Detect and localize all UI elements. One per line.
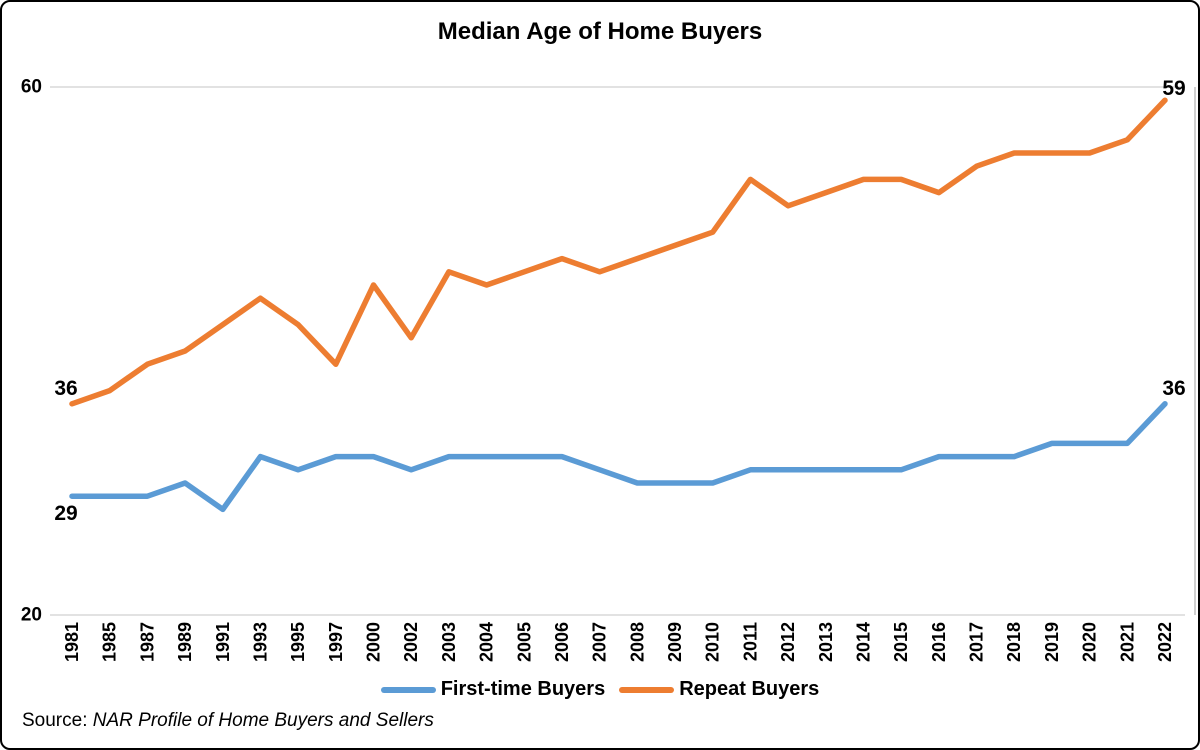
x-tick-label-2006: 2006 [552, 622, 572, 662]
x-tick-label-2004: 2004 [477, 622, 497, 662]
x-tick-label-2014: 2014 [853, 622, 873, 662]
x-tick-label-1997: 1997 [326, 622, 346, 662]
source-prefix: Source: [22, 710, 93, 731]
x-tick-label-2000: 2000 [364, 622, 384, 662]
source-text: NAR Profile of Home Buyers and Sellers [92, 710, 434, 731]
legend-label-repeat: Repeat Buyers [679, 678, 820, 700]
legend-item-repeat-buyers: Repeat Buyers [619, 678, 819, 701]
legend-swatch-repeat [619, 686, 675, 693]
x-tick-label-2008: 2008 [627, 622, 647, 662]
x-tick-label-2021: 2021 [1117, 622, 1137, 662]
x-tick-label-1987: 1987 [137, 622, 157, 662]
data-label-repeat-buyers-2022: 59 [1162, 77, 1185, 100]
x-tick-label-1981: 1981 [62, 622, 82, 662]
x-tick-label-2010: 2010 [703, 622, 723, 662]
legend-label-first-time: First-time Buyers [440, 678, 606, 700]
legend-swatch-first-time [380, 686, 436, 693]
data-label-first-time-buyers-2022: 36 [1162, 377, 1185, 400]
line-chart: 60 20 1981 1985 1987 1989 1991 1993 1995 1997 2000… [21, 77, 1196, 662]
x-tick-label-2017: 2017 [967, 622, 987, 662]
y-tick-label-20: 20 [21, 605, 42, 626]
data-label-first-time-buyers-1981: 29 [54, 502, 77, 525]
x-tick-label-2022: 2022 [1155, 622, 1175, 662]
x-tick-label-2020: 2020 [1080, 622, 1100, 662]
x-tick-label-2007: 2007 [590, 622, 610, 662]
x-tick-label-1985: 1985 [100, 622, 120, 662]
x-tick-label-2019: 2019 [1042, 622, 1062, 662]
x-tick-label-2009: 2009 [665, 622, 685, 662]
chart-legend: First-time Buyers Repeat Buyers [2, 678, 1198, 701]
x-tick-label-2012: 2012 [778, 622, 798, 662]
series-line-first-time-buyers [69, 401, 1168, 513]
chart-title: Median Age of Home Buyers [437, 18, 763, 45]
x-tick-label-1993: 1993 [250, 622, 270, 662]
x-tick-label-1995: 1995 [288, 622, 308, 662]
x-tick-label-1989: 1989 [175, 622, 195, 662]
source-citation: Source: NAR Profile of Home Buyers and S… [22, 710, 434, 732]
data-label-repeat-buyers-1981: 36 [54, 377, 77, 400]
x-tick-label-2002: 2002 [401, 622, 421, 662]
x-tick-label-2003: 2003 [439, 622, 459, 662]
x-tick-label-2011: 2011 [740, 622, 760, 661]
legend-item-first-time-buyers: First-time Buyers [380, 678, 606, 701]
y-tick-label-60: 60 [21, 77, 42, 98]
series-line-repeat-buyers [69, 97, 1168, 407]
x-tick-label-1991: 1991 [213, 622, 233, 662]
x-tick-label-2005: 2005 [514, 622, 534, 662]
x-tick-label-2015: 2015 [891, 622, 911, 662]
x-tick-label-2016: 2016 [929, 622, 949, 662]
x-tick-label-2018: 2018 [1004, 622, 1024, 662]
x-tick-label-2013: 2013 [816, 622, 836, 662]
